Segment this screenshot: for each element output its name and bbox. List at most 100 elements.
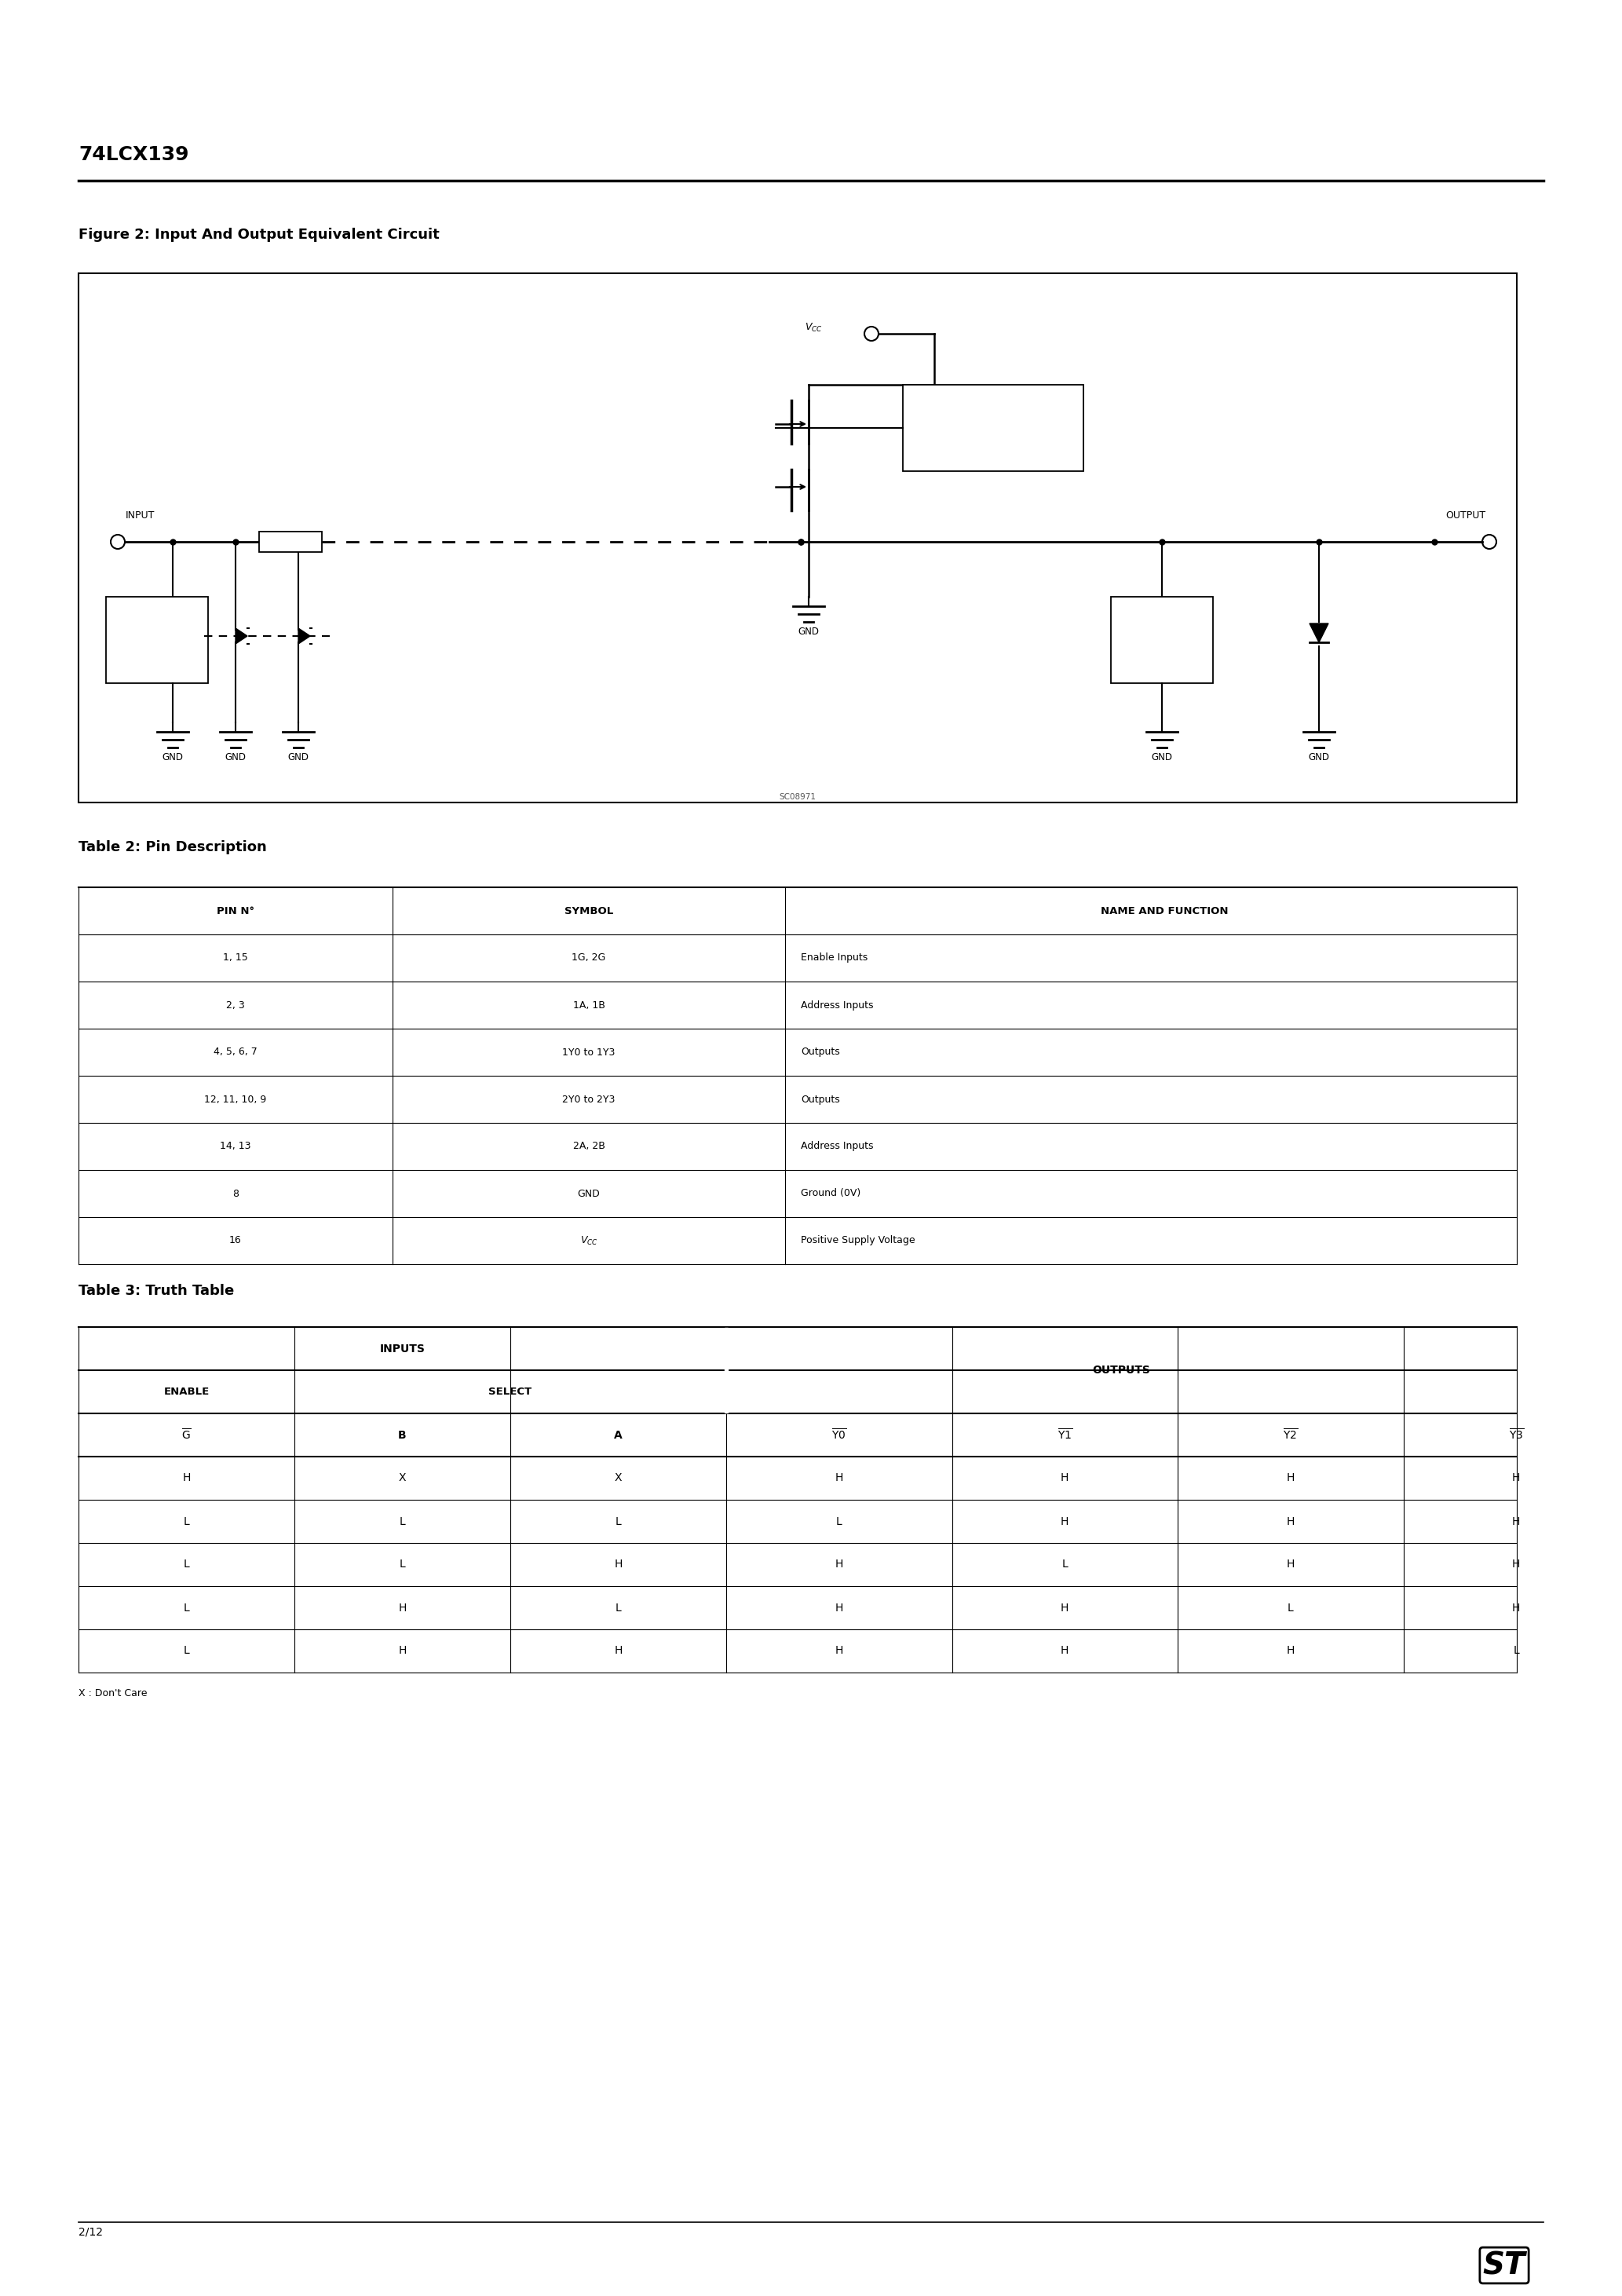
Text: CONTROL: CONTROL bbox=[970, 432, 1015, 443]
Text: L: L bbox=[183, 1515, 190, 1527]
Text: X: X bbox=[399, 1472, 406, 1483]
Text: Table 3: Truth Table: Table 3: Truth Table bbox=[78, 1283, 234, 1297]
Text: L: L bbox=[1062, 1559, 1067, 1570]
Text: L: L bbox=[615, 1603, 621, 1614]
Text: H: H bbox=[1061, 1603, 1069, 1614]
Text: Address Inputs: Address Inputs bbox=[801, 1001, 873, 1010]
Text: PROTEC.: PROTEC. bbox=[1142, 643, 1182, 652]
Text: L: L bbox=[399, 1559, 406, 1570]
Text: 2, 3: 2, 3 bbox=[225, 1001, 245, 1010]
Text: H: H bbox=[835, 1603, 843, 1614]
Text: Table 2: Pin Description: Table 2: Pin Description bbox=[78, 840, 266, 854]
Text: L: L bbox=[399, 1515, 406, 1527]
Text: 1G, 2G: 1G, 2G bbox=[573, 953, 605, 962]
Polygon shape bbox=[1309, 625, 1328, 643]
Text: L: L bbox=[1288, 1603, 1293, 1614]
Text: $\overline{\mathsf{Y3}}$: $\overline{\mathsf{Y3}}$ bbox=[1508, 1428, 1523, 1442]
Text: $\overline{\mathsf{G}}$: $\overline{\mathsf{G}}$ bbox=[182, 1428, 191, 1442]
Text: 1Y0 to 1Y3: 1Y0 to 1Y3 bbox=[563, 1047, 615, 1056]
Text: L: L bbox=[1513, 1646, 1520, 1655]
Text: L: L bbox=[183, 1603, 190, 1614]
Text: ESD: ESD bbox=[1153, 627, 1171, 638]
Text: H: H bbox=[1061, 1646, 1069, 1655]
Text: GND: GND bbox=[162, 753, 183, 762]
Text: SELECT: SELECT bbox=[488, 1387, 532, 1396]
Text: X : Don't Care: X : Don't Care bbox=[78, 1688, 148, 1699]
Bar bbox=[1111, 597, 1213, 684]
Polygon shape bbox=[235, 629, 247, 643]
Bar bbox=[105, 597, 208, 684]
Text: SYMBOL: SYMBOL bbox=[564, 905, 613, 916]
Text: GND: GND bbox=[287, 753, 308, 762]
Text: Outputs: Outputs bbox=[801, 1047, 840, 1056]
Text: $\overline{\mathsf{Y1}}$: $\overline{\mathsf{Y1}}$ bbox=[1058, 1428, 1072, 1442]
Text: GND: GND bbox=[1309, 753, 1330, 762]
Text: Figure 2: Input And Output Equivalent Circuit: Figure 2: Input And Output Equivalent Ci… bbox=[78, 227, 440, 241]
Text: H: H bbox=[1061, 1472, 1069, 1483]
Text: Positive Supply Voltage: Positive Supply Voltage bbox=[801, 1235, 915, 1247]
Text: Outputs: Outputs bbox=[801, 1095, 840, 1104]
Text: PIN N°: PIN N° bbox=[217, 905, 255, 916]
Bar bbox=[725, 1327, 728, 1412]
Text: 16: 16 bbox=[229, 1235, 242, 1247]
Text: GND: GND bbox=[577, 1189, 600, 1199]
Bar bbox=[260, 533, 321, 551]
Text: ST: ST bbox=[1483, 2250, 1526, 2280]
Text: H: H bbox=[1286, 1472, 1294, 1483]
Text: 8: 8 bbox=[232, 1189, 238, 1199]
Text: GND: GND bbox=[225, 753, 247, 762]
Text: $V_{CC}$: $V_{CC}$ bbox=[581, 1235, 599, 1247]
Text: H: H bbox=[835, 1472, 843, 1483]
Text: L: L bbox=[183, 1646, 190, 1655]
Text: NAME AND FUNCTION: NAME AND FUNCTION bbox=[1100, 905, 1228, 916]
Text: H: H bbox=[1286, 1515, 1294, 1527]
Bar bbox=[903, 386, 1083, 471]
Text: INPUT: INPUT bbox=[125, 510, 156, 521]
Text: A: A bbox=[615, 1430, 623, 1440]
Text: H: H bbox=[1061, 1515, 1069, 1527]
Text: ESD: ESD bbox=[148, 627, 167, 638]
Text: OVERVOLT: OVERVOLT bbox=[970, 413, 1017, 425]
Text: $V_{CC}$: $V_{CC}$ bbox=[805, 321, 822, 333]
Text: H: H bbox=[1512, 1472, 1520, 1483]
Text: H: H bbox=[1512, 1515, 1520, 1527]
Text: 74LCX139: 74LCX139 bbox=[78, 145, 188, 163]
Text: 2Y0 to 2Y3: 2Y0 to 2Y3 bbox=[563, 1095, 615, 1104]
Text: PROTEC.: PROTEC. bbox=[136, 643, 177, 652]
Text: H: H bbox=[182, 1472, 190, 1483]
Text: 2/12: 2/12 bbox=[78, 2227, 102, 2236]
Text: H: H bbox=[615, 1559, 623, 1570]
Text: 14, 13: 14, 13 bbox=[221, 1141, 251, 1153]
Text: L: L bbox=[835, 1515, 842, 1527]
Bar bbox=[78, 273, 1517, 804]
Text: Ground (0V): Ground (0V) bbox=[801, 1189, 861, 1199]
Text: 2A, 2B: 2A, 2B bbox=[573, 1141, 605, 1153]
Text: H: H bbox=[835, 1559, 843, 1570]
Text: SC08971: SC08971 bbox=[779, 792, 816, 801]
Text: OUTPUTS: OUTPUTS bbox=[1093, 1364, 1150, 1375]
Text: 1A, 1B: 1A, 1B bbox=[573, 1001, 605, 1010]
Text: INPUTS: INPUTS bbox=[380, 1343, 425, 1355]
Text: H: H bbox=[399, 1646, 407, 1655]
Text: H: H bbox=[1286, 1646, 1294, 1655]
Text: B: B bbox=[397, 1430, 407, 1440]
Text: $\overline{\mathsf{Y0}}$: $\overline{\mathsf{Y0}}$ bbox=[832, 1428, 847, 1442]
Text: H: H bbox=[1512, 1603, 1520, 1614]
Text: H: H bbox=[835, 1646, 843, 1655]
Text: H: H bbox=[399, 1603, 407, 1614]
Text: L: L bbox=[615, 1515, 621, 1527]
Text: GND: GND bbox=[798, 627, 819, 636]
Text: Enable Inputs: Enable Inputs bbox=[801, 953, 868, 962]
Text: L: L bbox=[183, 1559, 190, 1570]
Text: 1, 15: 1, 15 bbox=[224, 953, 248, 962]
Text: H: H bbox=[1512, 1559, 1520, 1570]
Polygon shape bbox=[298, 629, 310, 643]
Text: H: H bbox=[1286, 1559, 1294, 1570]
Text: X: X bbox=[615, 1472, 621, 1483]
Text: $\overline{\mathsf{Y2}}$: $\overline{\mathsf{Y2}}$ bbox=[1283, 1428, 1298, 1442]
Text: 12, 11, 10, 9: 12, 11, 10, 9 bbox=[204, 1095, 266, 1104]
Text: 4, 5, 6, 7: 4, 5, 6, 7 bbox=[214, 1047, 258, 1056]
Text: H: H bbox=[615, 1646, 623, 1655]
Text: Address Inputs: Address Inputs bbox=[801, 1141, 873, 1153]
Text: GND: GND bbox=[1152, 753, 1173, 762]
